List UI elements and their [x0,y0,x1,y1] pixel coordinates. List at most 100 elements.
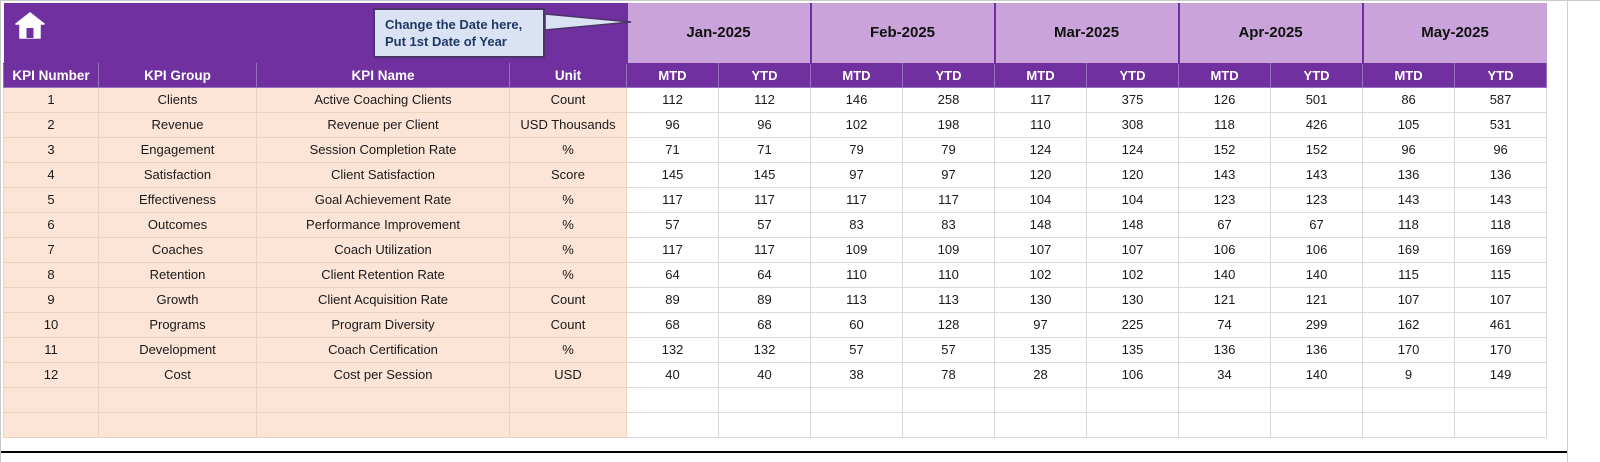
value-cell[interactable]: 146 [810,86,903,113]
subheader-cell[interactable]: MTD [626,62,719,88]
value-cell[interactable]: 107 [1454,286,1548,313]
empty-value-cell[interactable] [626,411,719,438]
value-cell[interactable]: 106 [1178,236,1272,263]
value-cell[interactable]: 60 [810,311,903,338]
subheader-cell[interactable]: MTD [994,62,1088,88]
value-cell[interactable]: 104 [1086,186,1180,213]
value-cell[interactable]: 140 [1178,261,1272,288]
value-cell[interactable]: 461 [1454,311,1548,338]
value-cell[interactable]: 118 [1178,111,1272,138]
kpi-name-cell[interactable]: Session Completion Rate [256,136,510,163]
empty-value-cell[interactable] [1270,386,1364,413]
value-cell[interactable]: 102 [1086,261,1180,288]
kpi-group-cell[interactable]: Retention [98,261,257,288]
kpi-group-cell[interactable]: Programs [98,311,257,338]
value-cell[interactable]: 57 [810,336,903,363]
value-cell[interactable]: 587 [1454,86,1548,113]
value-cell[interactable]: 57 [718,211,811,238]
empty-value-cell[interactable] [626,386,719,413]
kpi-group-cell[interactable]: Growth [98,286,257,313]
value-cell[interactable]: 117 [626,186,719,213]
value-cell[interactable]: 110 [810,261,903,288]
value-cell[interactable]: 143 [1270,161,1364,188]
value-cell[interactable]: 112 [718,86,811,113]
value-cell[interactable]: 79 [901,136,996,163]
value-cell[interactable]: 38 [810,361,903,388]
value-cell[interactable]: 143 [1178,161,1272,188]
value-cell[interactable]: 121 [1270,286,1364,313]
kpi-name-cell[interactable]: Program Diversity [256,311,510,338]
home-icon[interactable] [13,9,47,43]
empty-value-cell[interactable] [901,386,996,413]
value-cell[interactable]: 198 [901,111,996,138]
value-cell[interactable]: 123 [1270,186,1364,213]
kpi-group-cell[interactable]: Effectiveness [98,186,257,213]
kpi-name-cell[interactable]: Cost per Session [256,361,510,388]
value-cell[interactable]: 169 [1454,236,1548,263]
value-cell[interactable]: 135 [1086,336,1180,363]
kpi-number-cell[interactable]: 10 [3,311,99,338]
value-cell[interactable]: 169 [1362,236,1456,263]
value-cell[interactable]: 136 [1454,161,1548,188]
empty-value-cell[interactable] [810,411,903,438]
value-cell[interactable]: 96 [1454,136,1548,163]
empty-value-cell[interactable] [994,386,1088,413]
kpi-group-cell[interactable]: Cost [98,361,257,388]
value-cell[interactable]: 143 [1362,186,1456,213]
kpi-unit-cell[interactable]: % [509,261,627,288]
empty-value-cell[interactable] [1362,386,1456,413]
value-cell[interactable]: 67 [1178,211,1272,238]
value-cell[interactable]: 143 [1454,186,1548,213]
value-cell[interactable]: 136 [1178,336,1272,363]
kpi-name-cell[interactable]: Client Retention Rate [256,261,510,288]
value-cell[interactable]: 136 [1362,161,1456,188]
value-cell[interactable]: 123 [1178,186,1272,213]
value-cell[interactable]: 107 [994,236,1088,263]
month-header-cell[interactable]: Apr-2025 [1177,3,1363,63]
value-cell[interactable]: 107 [1086,236,1180,263]
value-cell[interactable]: 121 [1178,286,1272,313]
empty-peach-cell[interactable] [509,411,627,438]
column-header-cell[interactable]: Unit [509,62,627,88]
kpi-name-cell[interactable]: Client Acquisition Rate [256,286,510,313]
value-cell[interactable]: 132 [718,336,811,363]
value-cell[interactable]: 148 [994,211,1088,238]
subheader-cell[interactable]: YTD [1086,62,1180,88]
value-cell[interactable]: 120 [994,161,1088,188]
value-cell[interactable]: 68 [626,311,719,338]
value-cell[interactable]: 34 [1178,361,1272,388]
value-cell[interactable]: 126 [1178,86,1272,113]
empty-value-cell[interactable] [994,411,1088,438]
value-cell[interactable]: 96 [1362,136,1456,163]
value-cell[interactable]: 531 [1454,111,1548,138]
value-cell[interactable]: 102 [994,261,1088,288]
value-cell[interactable]: 57 [901,336,996,363]
month-header-cell[interactable]: Feb-2025 [809,3,995,63]
subheader-cell[interactable]: MTD [1362,62,1456,88]
kpi-number-cell[interactable]: 7 [3,236,99,263]
kpi-group-cell[interactable]: Coaches [98,236,257,263]
empty-peach-cell[interactable] [98,386,257,413]
value-cell[interactable]: 117 [810,186,903,213]
column-header-cell[interactable]: KPI Group [98,62,257,88]
kpi-unit-cell[interactable]: % [509,136,627,163]
value-cell[interactable]: 375 [1086,86,1180,113]
value-cell[interactable]: 148 [1086,211,1180,238]
empty-value-cell[interactable] [1270,411,1364,438]
kpi-number-cell[interactable]: 8 [3,261,99,288]
empty-value-cell[interactable] [1178,411,1272,438]
value-cell[interactable]: 109 [810,236,903,263]
kpi-unit-cell[interactable]: % [509,236,627,263]
subheader-cell[interactable]: YTD [901,62,996,88]
empty-value-cell[interactable] [1362,411,1456,438]
value-cell[interactable]: 40 [718,361,811,388]
kpi-unit-cell[interactable]: Count [509,286,627,313]
kpi-number-cell[interactable]: 4 [3,161,99,188]
value-cell[interactable]: 162 [1362,311,1456,338]
subheader-cell[interactable]: MTD [1178,62,1272,88]
value-cell[interactable]: 67 [1270,211,1364,238]
value-cell[interactable]: 130 [994,286,1088,313]
value-cell[interactable]: 117 [994,86,1088,113]
value-cell[interactable]: 258 [901,86,996,113]
value-cell[interactable]: 124 [1086,136,1180,163]
